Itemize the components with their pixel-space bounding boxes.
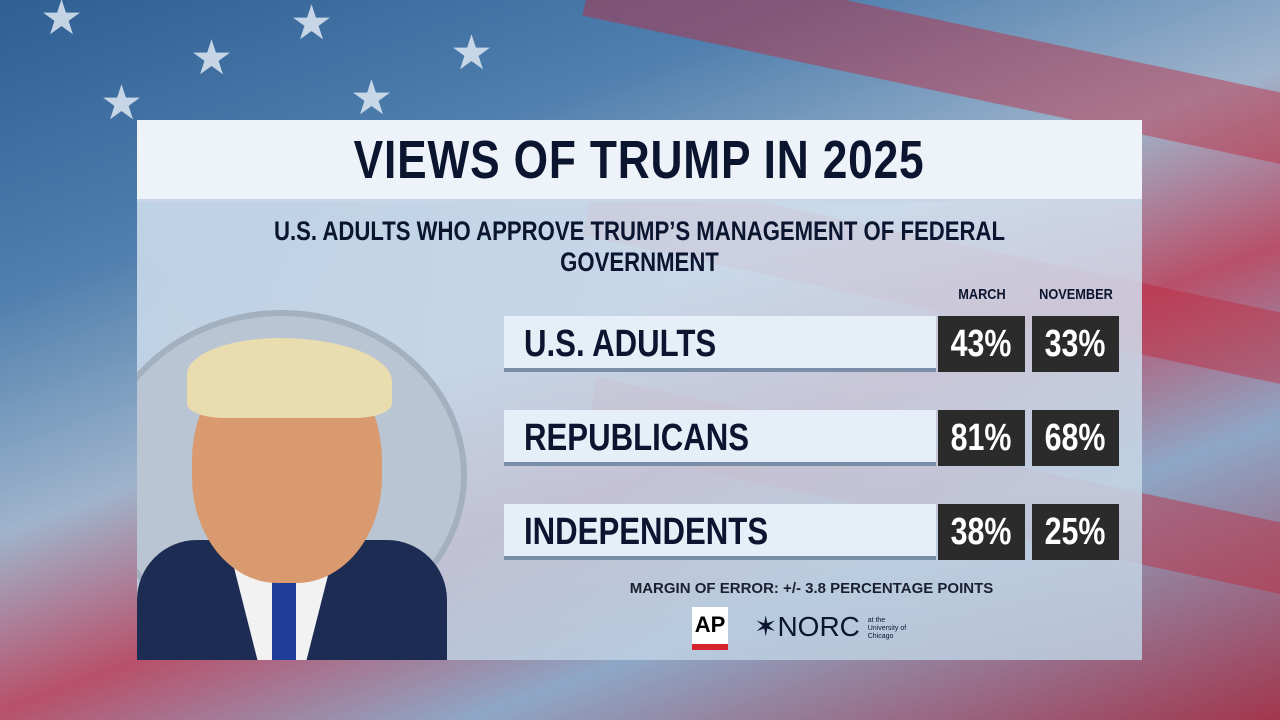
value-march: 43% [938, 316, 1025, 372]
subtitle: U.S. ADULTS WHO APPROVE TRUMP’S MANAGEME… [273, 216, 1006, 277]
flag-star-icon: ★ [290, 0, 334, 50]
value-november: 68% [1032, 410, 1119, 466]
norc-logo: ✶NORC at the University of Chicago [754, 611, 907, 642]
row-label: REPUBLICANS [504, 410, 936, 466]
row-label: INDEPENDENTS [504, 504, 936, 560]
flag-star-icon: ★ [100, 77, 144, 130]
margin-of-error: MARGIN OF ERROR: +/- 3.8 PERCENTAGE POIN… [629, 580, 994, 597]
portrait-image [137, 310, 470, 660]
flag-star-icon: ★ [450, 27, 494, 80]
flag-star-icon: ★ [40, 0, 84, 45]
infographic-panel: VIEWS OF TRUMP IN 2025 U.S. ADULTS WHO A… [137, 120, 1142, 660]
table-row: REPUBLICANS 81% 68% [504, 410, 1119, 466]
title-bar: VIEWS OF TRUMP IN 2025 [137, 120, 1142, 202]
value-november: 25% [1032, 504, 1119, 560]
value-march: 81% [938, 410, 1025, 466]
table-row: U.S. ADULTS 43% 33% [504, 316, 1119, 372]
row-label: U.S. ADULTS [504, 316, 936, 372]
table-row: INDEPENDENTS 38% 25% [504, 504, 1119, 560]
page-title: VIEWS OF TRUMP IN 2025 [354, 129, 925, 190]
flag-star-icon: ★ [350, 72, 394, 125]
ap-logo: AP [692, 607, 728, 650]
column-header-march: MARCH [958, 286, 1006, 303]
value-november: 33% [1032, 316, 1119, 372]
value-march: 38% [938, 504, 1025, 560]
flag-star-icon: ★ [190, 32, 234, 85]
column-header-november: NOVEMBER [1039, 286, 1113, 303]
